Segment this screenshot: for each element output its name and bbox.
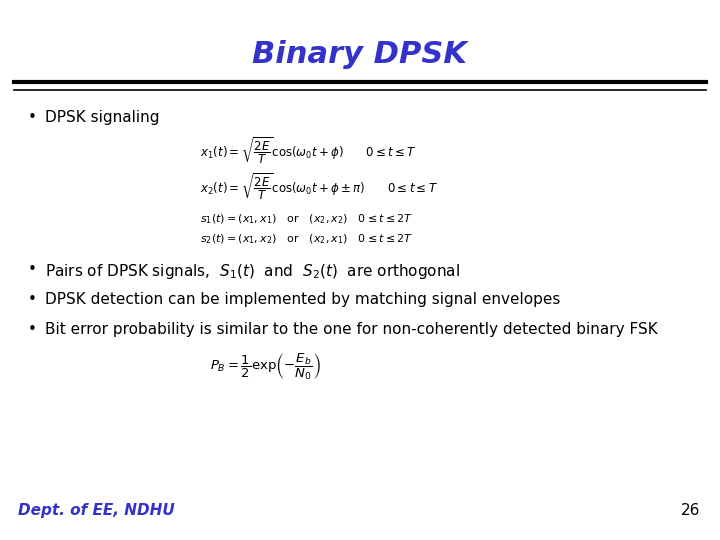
Text: DPSK signaling: DPSK signaling xyxy=(45,110,160,125)
Text: •: • xyxy=(28,322,37,337)
Text: •: • xyxy=(28,292,37,307)
Text: DPSK detection can be implemented by matching signal envelopes: DPSK detection can be implemented by mat… xyxy=(45,292,560,307)
Text: $s_2(t) = (x_1, x_2) \quad \mathrm{or} \quad (x_2, x_1) \quad 0 \leq t \leq 2T$: $s_2(t) = (x_1, x_2) \quad \mathrm{or} \… xyxy=(200,232,413,246)
Text: Bit error probability is similar to the one for non-coherently detected binary F: Bit error probability is similar to the … xyxy=(45,322,658,337)
Text: Dept. of EE, NDHU: Dept. of EE, NDHU xyxy=(18,503,175,518)
Text: 26: 26 xyxy=(680,503,700,518)
Text: $x_2(t) = \sqrt{\dfrac{2E}{T}} \cos(\omega_0 t + \phi \pm \pi) \qquad 0 \leq t \: $x_2(t) = \sqrt{\dfrac{2E}{T}} \cos(\ome… xyxy=(200,172,438,202)
Text: Binary DPSK: Binary DPSK xyxy=(253,40,467,69)
Text: Pairs of DPSK signals,  $S_1(t)$  and  $S_2(t)$  are orthogonal: Pairs of DPSK signals, $S_1(t)$ and $S_2… xyxy=(45,262,460,281)
Text: •: • xyxy=(28,262,37,277)
Text: $s_1(t) = (x_1, x_1) \quad \mathrm{or} \quad (x_2, x_2) \quad 0 \leq t \leq 2T$: $s_1(t) = (x_1, x_1) \quad \mathrm{or} \… xyxy=(200,212,413,226)
Text: $P_B = \dfrac{1}{2} \exp\!\left(-\dfrac{E_b}{N_0}\right)$: $P_B = \dfrac{1}{2} \exp\!\left(-\dfrac{… xyxy=(210,352,321,382)
Text: •: • xyxy=(28,110,37,125)
Text: $x_1(t) = \sqrt{\dfrac{2E}{T}} \cos(\omega_0 t + \phi) \qquad 0 \leq t \leq T$: $x_1(t) = \sqrt{\dfrac{2E}{T}} \cos(\ome… xyxy=(200,136,416,166)
